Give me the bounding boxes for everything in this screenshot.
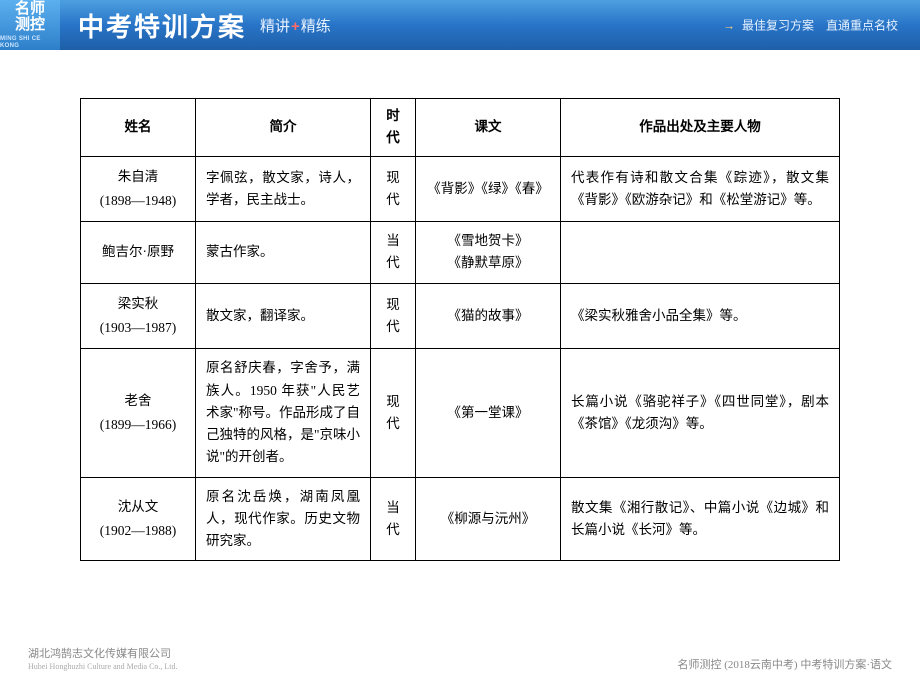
cell-intro: 蒙古作家。: [196, 222, 371, 284]
cell-text: 《猫的故事》: [416, 283, 561, 349]
th-era: 时代: [371, 99, 416, 157]
header-right: → 最佳复习方案 直通重点名校: [723, 17, 898, 34]
cell-text: 《雪地贺卡》《静默草原》: [416, 222, 561, 284]
cell-name: 老舍(1899—1966): [81, 349, 196, 477]
sub-suffix: 精练: [301, 18, 331, 35]
th-name: 姓名: [81, 99, 196, 157]
header-subtitle: 精讲+精练: [260, 15, 331, 36]
logo-box: 名师 测控 MING SHI CE KONG: [0, 0, 60, 50]
footer-right: 名师测控 (2018云南中考) 中考特训方案·语文: [678, 656, 893, 672]
cell-intro: 字佩弦，散文家，诗人，学者，民主战士。: [196, 156, 371, 222]
cell-works: [561, 222, 840, 284]
table-header-row: 姓名 简介 时代 课文 作品出处及主要人物: [81, 99, 840, 157]
cell-intro: 原名舒庆春，字舍予，满族人。1950 年获"人民艺术家"称号。作品形成了自己独特…: [196, 349, 371, 477]
cell-intro: 散文家，翻译家。: [196, 283, 371, 349]
footer-company-en: Hubei Honghuzhi Culture and Media Co., L…: [28, 662, 178, 672]
cell-works: 长篇小说《骆驼祥子》《四世同堂》，剧本《茶馆》《龙须沟》等。: [561, 349, 840, 477]
cell-name: 朱自清(1898—1948): [81, 156, 196, 222]
footer-company-cn: 湖北鸿鹄志文化传媒有限公司: [28, 648, 171, 660]
cell-name: 鲍吉尔·原野: [81, 222, 196, 284]
page-footer: 湖北鸿鹄志文化传媒有限公司 Hubei Honghuzhi Culture an…: [0, 647, 920, 672]
cell-works: 《梁实秋雅舍小品全集》等。: [561, 283, 840, 349]
th-intro: 简介: [196, 99, 371, 157]
header-title: 中考特训方案: [78, 7, 246, 44]
logo-line2: 测控: [15, 17, 45, 34]
th-text: 课文: [416, 99, 561, 157]
cell-era: 现代: [371, 349, 416, 477]
cell-works: 代表作有诗和散文合集《踪迹》，散文集《背影》《欧游杂记》和《松堂游记》等。: [561, 156, 840, 222]
table-row: 老舍(1899—1966)原名舒庆春，字舍予，满族人。1950 年获"人民艺术家…: [81, 349, 840, 477]
logo-line1: 名师: [15, 1, 45, 18]
content-area: 姓名 简介 时代 课文 作品出处及主要人物 朱自清(1898—1948)字佩弦，…: [0, 50, 920, 561]
header-right-text: 最佳复习方案 直通重点名校: [742, 19, 898, 33]
table-row: 沈从文(1902—1988)原名沈岳焕，湖南凤凰人，现代作家。历史文物研究家。当…: [81, 477, 840, 561]
page-header: 名师 测控 MING SHI CE KONG 中考特训方案 精讲+精练 → 最佳…: [0, 0, 920, 50]
cell-text: 《背影》《绿》《春》: [416, 156, 561, 222]
cell-intro: 原名沈岳焕，湖南凤凰人，现代作家。历史文物研究家。: [196, 477, 371, 561]
authors-table: 姓名 简介 时代 课文 作品出处及主要人物 朱自清(1898—1948)字佩弦，…: [80, 98, 840, 561]
arrow-icon: →: [723, 19, 735, 33]
cell-works: 散文集《湘行散记》、中篇小说《边城》和长篇小说《长河》等。: [561, 477, 840, 561]
cell-era: 现代: [371, 283, 416, 349]
cell-name: 沈从文(1902—1988): [81, 477, 196, 561]
cell-text: 《第一堂课》: [416, 349, 561, 477]
plus-icon: +: [291, 18, 300, 35]
cell-text: 《柳源与沅州》: [416, 477, 561, 561]
cell-era: 现代: [371, 156, 416, 222]
th-works: 作品出处及主要人物: [561, 99, 840, 157]
cell-era: 当代: [371, 477, 416, 561]
sub-prefix: 精讲: [260, 18, 290, 35]
logo-sub: MING SHI CE KONG: [0, 36, 60, 49]
cell-era: 当代: [371, 222, 416, 284]
table-row: 梁实秋(1903—1987)散文家，翻译家。现代《猫的故事》《梁实秋雅舍小品全集…: [81, 283, 840, 349]
table-row: 朱自清(1898—1948)字佩弦，散文家，诗人，学者，民主战士。现代《背影》《…: [81, 156, 840, 222]
table-row: 鲍吉尔·原野蒙古作家。当代《雪地贺卡》《静默草原》: [81, 222, 840, 284]
cell-name: 梁实秋(1903—1987): [81, 283, 196, 349]
footer-left: 湖北鸿鹄志文化传媒有限公司 Hubei Honghuzhi Culture an…: [28, 647, 178, 672]
